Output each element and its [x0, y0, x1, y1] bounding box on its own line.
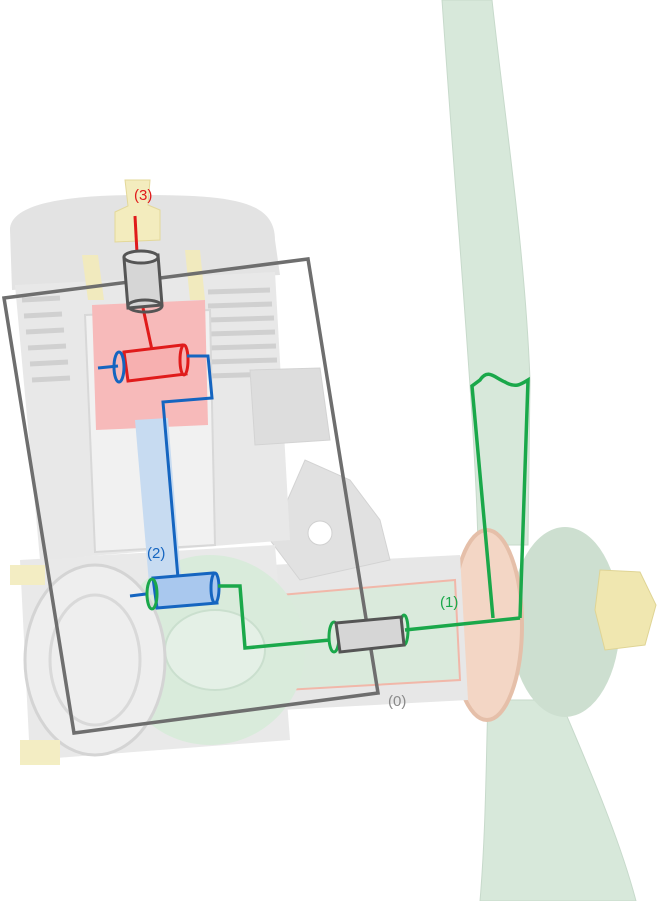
frame-0	[1, 257, 381, 735]
backplate-inner	[48, 593, 142, 727]
backplate-screw-top	[10, 565, 45, 585]
crankcase-bore	[164, 609, 266, 691]
crank-pin-ring	[145, 577, 159, 611]
propeller-lower-blade	[479, 699, 637, 901]
cooling-fins	[21, 287, 279, 383]
piston-pin-cylinder	[122, 343, 188, 383]
cylinder-head	[10, 195, 280, 290]
connecting-rod-2-linkage	[97, 350, 221, 610]
connecting-rod-body	[135, 418, 182, 595]
piston-slider-joint	[122, 249, 164, 314]
propeller-blade-schema	[470, 372, 530, 619]
big-end-cylinder	[151, 571, 219, 610]
big-end-ring-right	[209, 571, 221, 605]
slider-cylinder-top	[122, 249, 160, 265]
backplate	[23, 563, 167, 757]
slider-cylinder-bottom	[126, 298, 164, 314]
mount-bracket-hole	[307, 520, 333, 546]
backplate-screw-bottom	[20, 740, 60, 765]
propeller-nut	[594, 569, 657, 651]
background-engine-illustration	[10, 0, 657, 901]
exhaust-port	[249, 367, 331, 446]
label-frame: (0)	[388, 693, 406, 710]
piston-3-linkage	[122, 215, 190, 383]
rod-body-link	[161, 354, 214, 579]
label-piston: (3)	[134, 187, 152, 204]
crank-web	[218, 584, 331, 650]
frame-outline	[1, 257, 381, 735]
rod-crank-link	[129, 592, 147, 598]
glow-plug	[114, 179, 161, 243]
propeller-hub	[510, 527, 620, 717]
label-rod: (2)	[147, 545, 165, 562]
label-crank: (1)	[440, 594, 458, 611]
mount-bracket	[269, 459, 391, 581]
piston-pin-end-right	[178, 343, 190, 377]
propeller-upper-blade	[441, 0, 531, 546]
piston-guide-rod	[133, 215, 139, 254]
main-bearing-cylinder	[334, 615, 406, 654]
wrist-pin-ring	[112, 350, 126, 384]
crank-shaft-out	[404, 616, 521, 632]
piston-link	[141, 307, 154, 351]
main-bearing-joint	[334, 615, 406, 654]
